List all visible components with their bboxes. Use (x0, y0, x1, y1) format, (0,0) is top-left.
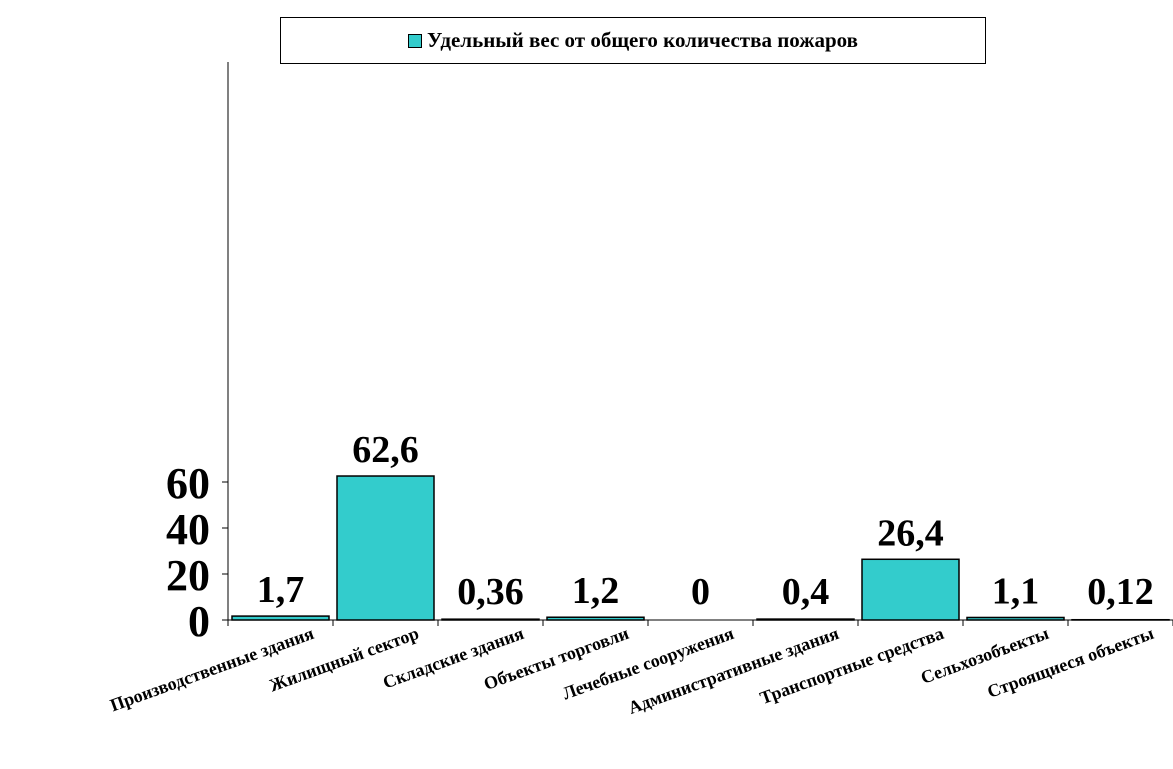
bar (546, 616, 645, 621)
data-label: 0 (691, 571, 710, 613)
bar (231, 615, 330, 621)
legend-swatch (407, 33, 422, 48)
data-label: 0,4 (782, 571, 830, 613)
bar (441, 618, 540, 621)
bar (966, 616, 1065, 621)
data-label: 26,4 (877, 512, 944, 554)
y-tick-label: 40 (166, 505, 210, 554)
bar (756, 618, 855, 621)
bar (336, 475, 435, 621)
bar (861, 558, 960, 621)
y-tick-label: 60 (166, 459, 210, 508)
data-label: 62,6 (352, 429, 419, 471)
data-label: 1,2 (572, 570, 620, 612)
data-label: 0,36 (457, 571, 524, 613)
data-label: 1,1 (992, 570, 1040, 612)
category-label: Транспортные средства (757, 623, 946, 708)
data-label: 1,7 (257, 569, 305, 611)
y-tick-label: 20 (166, 551, 210, 600)
y-tick-label: 0 (188, 597, 210, 646)
legend: Удельный вес от общего количества пожаро… (280, 17, 986, 64)
legend-label: Удельный вес от общего количества пожаро… (426, 28, 859, 52)
data-label: 0,12 (1087, 571, 1154, 613)
